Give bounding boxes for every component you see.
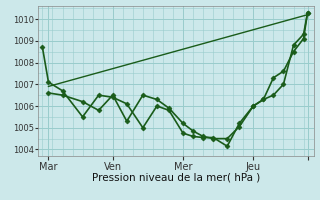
X-axis label: Pression niveau de la mer( hPa ): Pression niveau de la mer( hPa ) [92, 173, 260, 183]
